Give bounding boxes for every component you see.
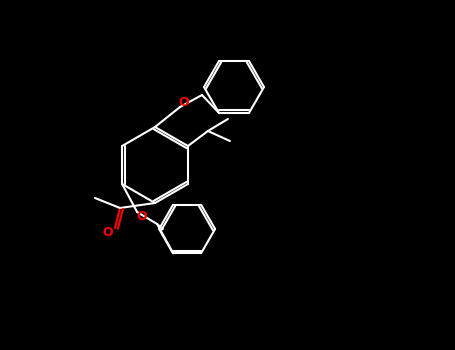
Text: O: O — [103, 225, 113, 238]
Text: O: O — [137, 210, 147, 224]
Text: O: O — [179, 96, 189, 108]
